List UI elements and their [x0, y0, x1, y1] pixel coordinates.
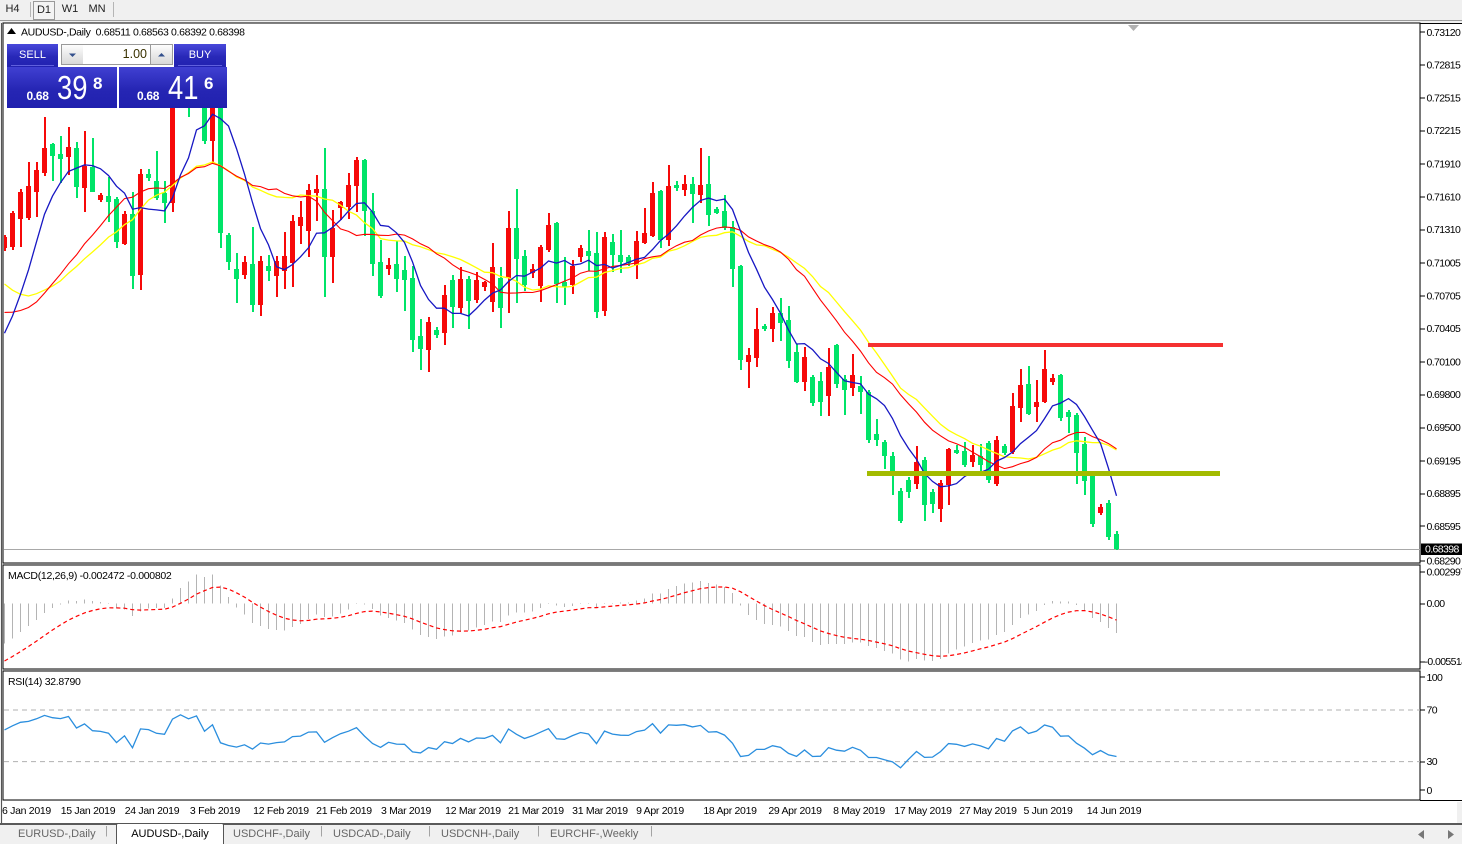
svg-text:0.69500: 0.69500: [1427, 422, 1462, 434]
svg-text:0.73120: 0.73120: [1427, 27, 1462, 39]
svg-text:AUDUSD-,Daily 0.68511 0.68563: AUDUSD-,Daily 0.68511 0.68563 0.68392 0.…: [21, 27, 245, 39]
svg-text:12 Feb 2019: 12 Feb 2019: [253, 805, 309, 817]
svg-text:21 Feb 2019: 21 Feb 2019: [316, 805, 372, 817]
svg-text:0.70705: 0.70705: [1427, 290, 1462, 302]
svg-text:MACD(12,26,9) -0.002472 -0.000: MACD(12,26,9) -0.002472 -0.000802: [8, 570, 172, 582]
svg-text:29 Apr 2019: 29 Apr 2019: [768, 805, 822, 817]
svg-text:0.71310: 0.71310: [1427, 224, 1462, 236]
svg-text:0.71005: 0.71005: [1427, 258, 1462, 270]
svg-text:30: 30: [1427, 756, 1438, 768]
svg-text:0.002997: 0.002997: [1427, 566, 1462, 578]
svg-text:0.72515: 0.72515: [1427, 92, 1462, 104]
svg-text:0: 0: [1427, 785, 1433, 797]
svg-text:3 Feb 2019: 3 Feb 2019: [190, 805, 241, 817]
svg-text:0.68290: 0.68290: [1427, 555, 1462, 567]
svg-text:0.72215: 0.72215: [1427, 125, 1462, 137]
svg-text:12 Mar 2019: 12 Mar 2019: [445, 805, 501, 817]
svg-text:0.69800: 0.69800: [1427, 389, 1462, 401]
svg-text:0.71910: 0.71910: [1427, 159, 1462, 171]
svg-text:-0.005514: -0.005514: [1425, 656, 1462, 668]
svg-text:0.68398: 0.68398: [1425, 544, 1460, 556]
svg-text:17 May 2019: 17 May 2019: [894, 805, 952, 817]
svg-text:15 Jan 2019: 15 Jan 2019: [61, 805, 116, 817]
svg-text:3 Mar 2019: 3 Mar 2019: [381, 805, 432, 817]
svg-text:18 Apr 2019: 18 Apr 2019: [703, 805, 757, 817]
svg-text:0.00: 0.00: [1427, 598, 1446, 610]
svg-text:5 Jun 2019: 5 Jun 2019: [1024, 805, 1073, 817]
svg-text:9 Apr 2019: 9 Apr 2019: [636, 805, 684, 817]
svg-text:0.71610: 0.71610: [1427, 191, 1462, 203]
svg-text:0.70100: 0.70100: [1427, 356, 1462, 368]
svg-text:27 May 2019: 27 May 2019: [959, 805, 1017, 817]
svg-text:14 Jun 2019: 14 Jun 2019: [1087, 805, 1142, 817]
svg-text:100: 100: [1427, 672, 1443, 684]
svg-text:21 Mar 2019: 21 Mar 2019: [508, 805, 564, 817]
svg-text:70: 70: [1427, 705, 1438, 717]
svg-text:0.72815: 0.72815: [1427, 60, 1462, 72]
svg-text:31 Mar 2019: 31 Mar 2019: [572, 805, 628, 817]
svg-text:6 Jan 2019: 6 Jan 2019: [2, 805, 51, 817]
svg-text:RSI(14) 32.8790: RSI(14) 32.8790: [8, 676, 81, 688]
svg-text:8 May 2019: 8 May 2019: [833, 805, 885, 817]
svg-text:24 Jan 2019: 24 Jan 2019: [125, 805, 180, 817]
svg-text:0.68895: 0.68895: [1427, 488, 1462, 500]
svg-text:0.68595: 0.68595: [1427, 521, 1462, 533]
svg-text:0.69195: 0.69195: [1427, 455, 1462, 467]
svg-text:0.70405: 0.70405: [1427, 323, 1462, 335]
